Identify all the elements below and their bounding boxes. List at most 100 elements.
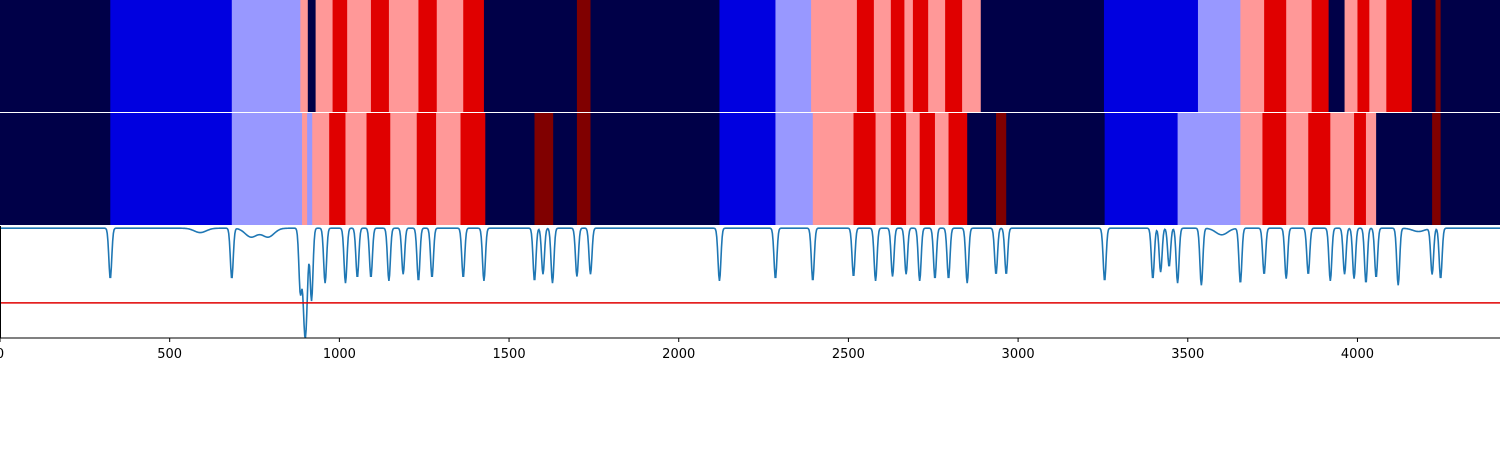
heatmap-cell — [873, 0, 892, 112]
heatmap-cell — [1432, 113, 1442, 225]
heatmap-cell — [1308, 113, 1331, 225]
heatmap-cell — [590, 113, 720, 225]
heatmap-cell — [366, 113, 391, 225]
heatmap-cell — [1103, 0, 1199, 112]
x-tick-label: 3000 — [1002, 347, 1035, 362]
heatmap-cell — [390, 113, 418, 225]
heatmap-cell — [463, 0, 485, 112]
x-tick-label: 500 — [157, 347, 182, 362]
heatmap-cell — [1344, 0, 1358, 112]
heatmap-cell — [919, 113, 936, 225]
heatmap-cell — [436, 113, 462, 225]
heatmap-cell — [719, 113, 776, 225]
heatmap-cell — [416, 113, 437, 225]
heatmap-cell — [1440, 0, 1500, 112]
x-tick-label: 4000 — [1341, 347, 1374, 362]
heatmap-cell — [315, 0, 334, 112]
heatmap-cell — [1376, 113, 1433, 225]
heatmap-cell — [307, 0, 317, 112]
heatmap-cell — [1330, 113, 1355, 225]
heatmap-cell — [231, 0, 301, 112]
heatmap-cell — [0, 0, 111, 112]
heatmap-cell — [967, 113, 997, 225]
heatmap-cell — [553, 113, 578, 225]
heatmap-cell — [110, 113, 233, 225]
heatmap-cell — [576, 113, 591, 225]
heatmap-cell — [875, 113, 892, 225]
x-axis: 0 500 1000 1500 2000 2500 3000 3500 4000 — [0, 337, 1500, 362]
heatmap-cell — [300, 0, 309, 112]
heatmap-cell — [1286, 113, 1309, 225]
heatmap-cell — [0, 113, 111, 225]
heatmap-cell — [388, 0, 419, 112]
heatmap-cell — [1177, 113, 1241, 225]
heatmap-cell — [928, 0, 946, 112]
heatmap-cell — [890, 113, 907, 225]
heatmap-cell — [307, 113, 313, 225]
heatmap-cell — [460, 113, 486, 225]
heatmap-cell — [980, 0, 1105, 112]
heatmap-cell — [1262, 113, 1287, 225]
x-tick-label: 2500 — [832, 347, 865, 362]
heatmap-cell — [948, 113, 968, 225]
x-tick-label: 3500 — [1171, 347, 1204, 362]
heatmap-cell — [483, 0, 578, 112]
heatmap-cell — [312, 113, 330, 225]
heatmap-cell — [231, 113, 303, 225]
heatmap-cell — [1328, 0, 1341, 112]
heatmap-cell — [436, 0, 464, 112]
heatmap-cell — [1440, 113, 1500, 225]
x-tick-label: 2000 — [662, 347, 695, 362]
heatmap-cell — [1386, 0, 1413, 112]
x-tick-label: 0 — [0, 347, 4, 362]
heatmap-cell — [856, 0, 875, 112]
heatmap-cell — [332, 0, 348, 112]
heatmap-cell — [1369, 0, 1387, 112]
heatmap-cell — [576, 0, 591, 112]
heatmap-cell — [1339, 0, 1346, 112]
heatmap-cell — [904, 0, 914, 112]
heatmap-cell — [1240, 113, 1263, 225]
heatmap-cell — [590, 0, 720, 112]
line-panel-background — [0, 226, 1500, 338]
heatmap-cell — [1411, 0, 1437, 112]
heatmap-cell — [1104, 113, 1179, 225]
x-tick-label: 1000 — [323, 347, 356, 362]
heatmap-cell — [485, 113, 536, 225]
heatmap-row — [0, 0, 1500, 112]
heatmap-cell — [1006, 113, 1106, 225]
heatmap-cell — [1435, 0, 1442, 112]
heatmap-cell — [912, 0, 929, 112]
heatmap-cell — [890, 0, 905, 112]
heatmap-cell — [1365, 113, 1377, 225]
heatmap-cell — [347, 0, 372, 112]
heatmap-cell — [996, 113, 1007, 225]
heatmap-cell — [775, 0, 812, 112]
heatmap-cell — [962, 0, 982, 112]
heatmap-cell — [302, 113, 308, 225]
heatmap-cell — [418, 0, 438, 112]
heatmap-cell — [370, 0, 390, 112]
heatmap-cell — [1311, 0, 1330, 112]
heatmap-cell — [1240, 0, 1265, 112]
heatmap-cell — [1286, 0, 1313, 112]
heatmap-cell — [811, 0, 858, 112]
heatmap-cell — [775, 113, 814, 225]
x-tick-label: 1500 — [493, 347, 526, 362]
signal-line — [0, 227, 1500, 339]
heatmap-cell — [812, 113, 855, 225]
heatmap-cell — [934, 113, 950, 225]
line-panel — [0, 226, 1500, 339]
heatmap-cell — [906, 113, 921, 225]
heatmap-cell — [1197, 0, 1241, 112]
heatmap-cell — [719, 0, 776, 112]
heatmap-cell — [110, 0, 233, 112]
heatmap-row — [0, 113, 1500, 225]
heatmap-cell — [945, 0, 963, 112]
heatmap-cell — [329, 113, 346, 225]
heatmap-cell — [1264, 0, 1287, 112]
heatmap-cell — [853, 113, 877, 225]
heatmap-cell — [534, 113, 554, 225]
heatmap — [0, 0, 1500, 225]
